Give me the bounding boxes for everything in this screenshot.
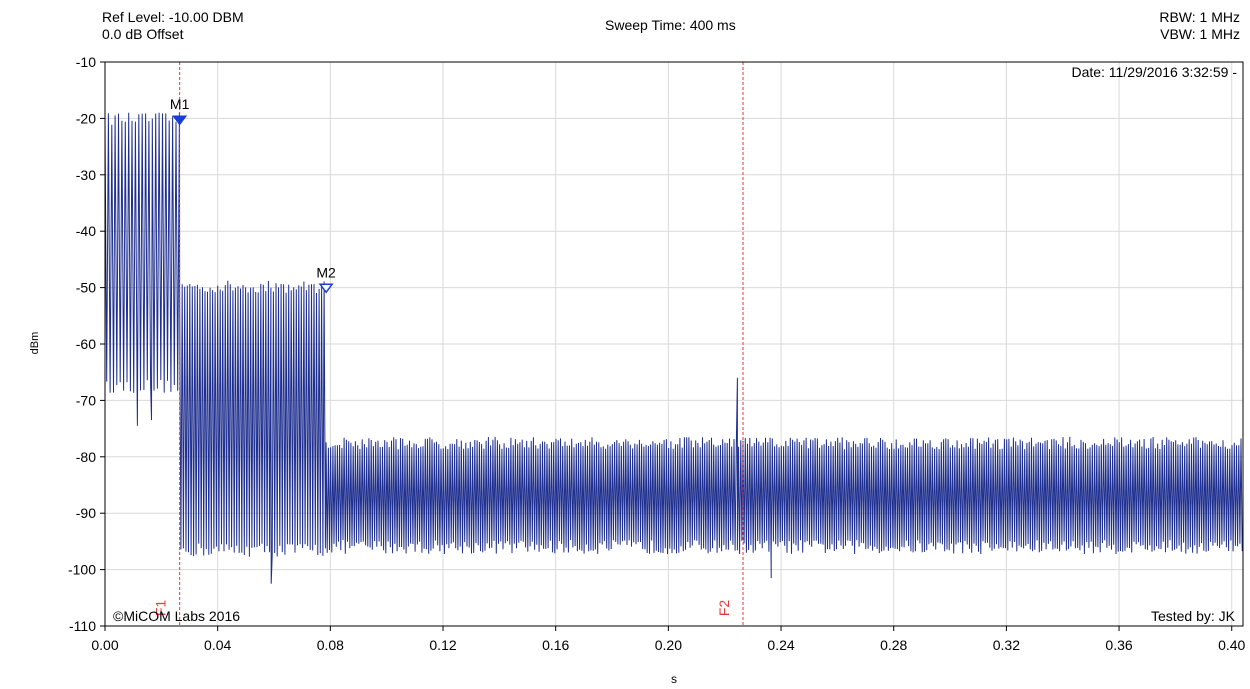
marker-m1-label: M1 [170,96,190,112]
x-tick-label: 0.32 [993,637,1020,653]
y-tick-label: -40 [76,223,96,239]
x-tick-label: 0.04 [204,637,231,653]
x-tick-label: 0.24 [767,637,794,653]
x-tick-label: 0.28 [880,637,907,653]
y-tick-label: -10 [76,54,96,70]
marker-m1-icon [172,115,188,126]
x-tick-label: 0.00 [91,637,118,653]
x-tick-label: 0.36 [1105,637,1132,653]
chart-grid [104,61,1243,627]
y-tick-label: -80 [76,449,96,465]
y-tick-label: -110 [69,618,96,634]
marker-m2-icon [318,283,334,294]
x-tick-label: 0.16 [542,637,569,653]
y-tick-label: -70 [76,392,96,408]
frequency-line-label-f2: F2 [716,600,732,617]
x-tick-label: 0.40 [1218,637,1245,653]
plot-frame [104,61,1244,627]
frequency-lines: F1 F2 [153,62,744,626]
x-axis-label: s [671,672,677,686]
trace-layer [104,112,1243,584]
marker-m2-label: M2 [316,264,336,280]
frequency-line-label-f1: F1 [153,600,169,617]
offset-label: 0.0 dB Offset [102,26,184,42]
y-tick-label: -50 [76,280,96,296]
x-tick-label: 0.12 [429,637,456,653]
tested-by-label: Tested by: JK [1151,608,1236,624]
copyright-label: ©MiCOM Labs 2016 [113,608,240,624]
rbw-label: RBW: 1 MHz [1159,9,1240,25]
date-label: Date: 11/29/2016 3:32:59 - [1071,64,1237,80]
markers: M1 M2 [170,96,336,294]
sweep-time-label: Sweep Time: 400 ms [605,17,736,33]
y-axis-label: dBm [29,332,41,355]
y-tick-label: -60 [76,336,96,352]
chart-ticks: -10 -20 -30 -40 -50 -60 -70 -80 -90 -100 -110 0.00 0… [68,54,1246,653]
spectrum-trace [104,112,1243,584]
ref-level-label: Ref Level: -10.00 DBM [102,9,244,25]
y-tick-label: -90 [76,505,96,521]
y-tick-label: -20 [76,110,96,126]
x-tick-label: 0.20 [655,637,682,653]
x-tick-label: 0.08 [317,637,344,653]
y-tick-label: -100 [68,562,96,578]
vbw-label: VBW: 1 MHz [1160,26,1240,42]
y-tick-label: -30 [76,167,96,183]
